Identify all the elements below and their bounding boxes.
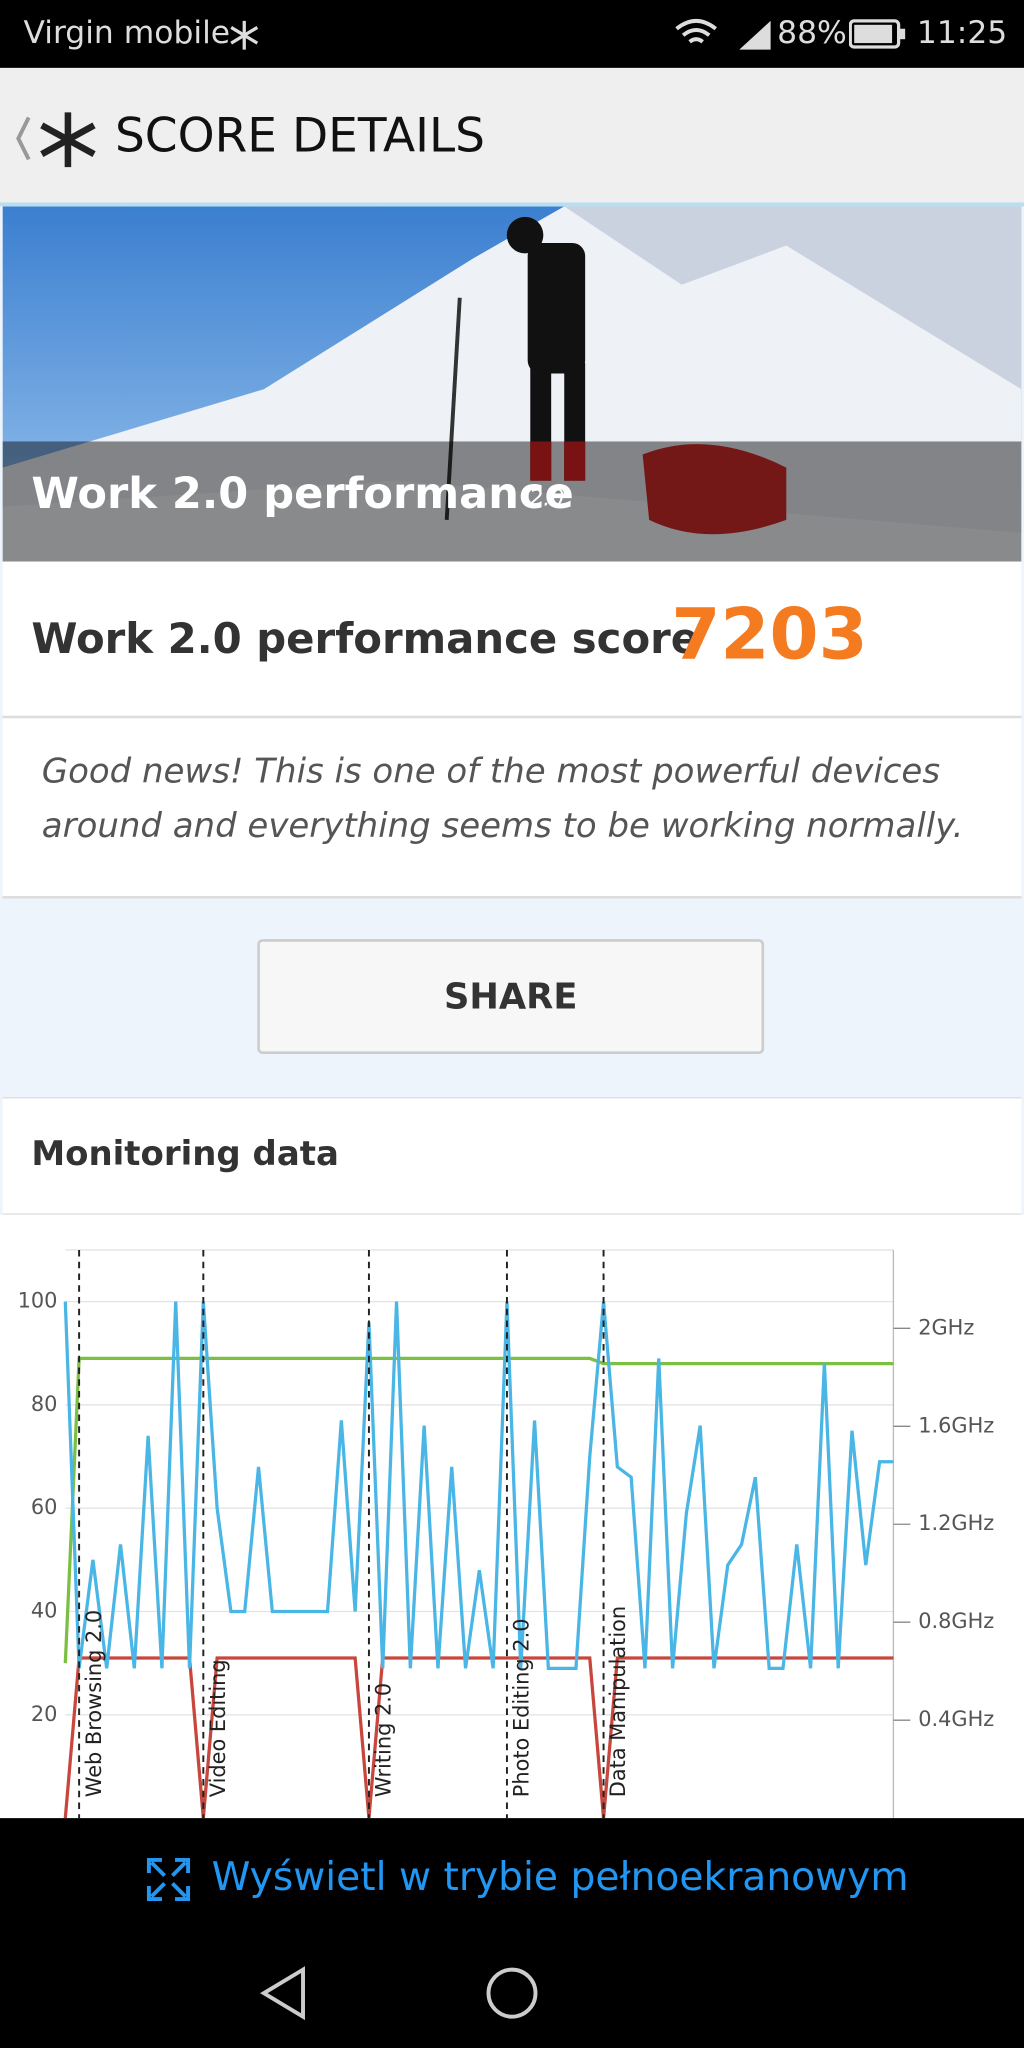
y2-tick-label: 0.8GHz (918, 1609, 994, 1633)
y-tick-label: 20 (31, 1702, 58, 1726)
status-bar: Virgin mobile 88% 11:25 (0, 0, 1024, 68)
monitoring-header: Monitoring data (2, 1097, 1022, 1216)
share-button[interactable]: SHARE (257, 939, 765, 1055)
section-label: Video Editing (206, 1659, 230, 1797)
score-label: Work 2.0 performance score (31, 613, 700, 664)
data-line (63, 1301, 894, 1670)
message-panel: Good news! This is one of the most power… (2, 718, 1022, 899)
y-tick-label: 60 (31, 1495, 58, 1519)
signal-icons (675, 18, 771, 50)
score-value: 7203 (671, 592, 868, 676)
footer: Wyświetl w trybie pełnoekranowym (0, 1818, 1024, 2048)
monitoring-chart: 20 40 60 80 100 0.4GHz 0.8GHz 1.2GHz 1.6GHz 2GHz W… (0, 1214, 1024, 1819)
page-title: SCORE DETAILS (114, 109, 486, 164)
nav-home[interactable] (483, 1964, 540, 2021)
fullscreen-link[interactable]: Wyświetl w trybie pełnoekranowym (211, 1854, 909, 1901)
section-label: Data Manipulation (606, 1606, 630, 1797)
data-line (63, 1656, 894, 1819)
section-label: Web Browsing 2.0 (82, 1610, 106, 1797)
back-button[interactable] (10, 110, 101, 173)
battery-icon (848, 19, 906, 49)
y2-tick-label: 1.2GHz (918, 1511, 994, 1535)
nav-back[interactable] (256, 1964, 313, 2021)
y2-tick-label: 0.4GHz (918, 1707, 994, 1731)
y-tick-label: 80 (31, 1392, 58, 1416)
banner-title: Work 2.0 performance (31, 467, 574, 519)
score-panel: Work 2.0 performance score 7203 (2, 561, 1022, 719)
carrier: Virgin mobile (23, 14, 231, 51)
banner-image (2, 206, 1022, 562)
battery-level: 88% (777, 14, 847, 51)
fullscreen-icon[interactable] (146, 1857, 191, 1902)
monitoring-title: Monitoring data (31, 1135, 339, 1175)
app-header: SCORE DETAILS (0, 67, 1024, 207)
snowflake-icon (230, 20, 259, 50)
clock: 11:25 (916, 14, 1008, 51)
y2-tick-label: 2GHz (918, 1315, 974, 1339)
message: Good news! This is one of the most power… (41, 752, 964, 847)
banner-version: 2.0 (528, 485, 565, 512)
y-tick-label: 100 (18, 1289, 58, 1313)
y2-tick-label: 1.6GHz (918, 1413, 994, 1437)
section-label: Writing 2.0 (372, 1683, 396, 1797)
banner: Work 2.0 performance 2.0 (2, 206, 1022, 562)
y-tick-label: 40 (31, 1599, 58, 1623)
data-line (63, 1356, 894, 1664)
section-label: Photo Editing 2.0 (510, 1618, 534, 1797)
